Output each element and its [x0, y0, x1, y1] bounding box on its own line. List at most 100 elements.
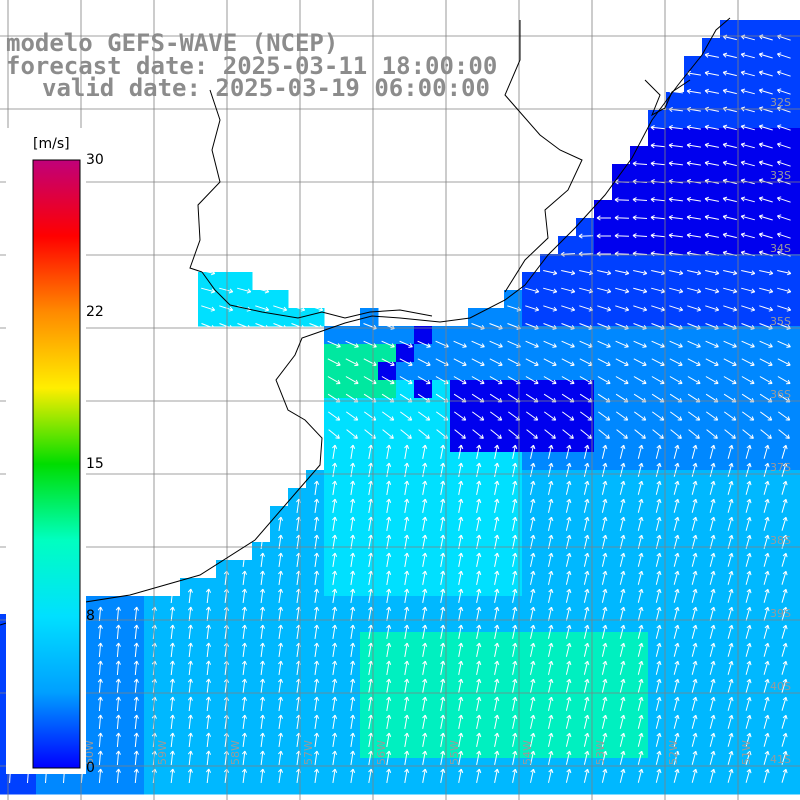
field-cell	[666, 146, 685, 165]
field-cell	[594, 326, 613, 345]
field-cell	[342, 524, 361, 543]
field-cell	[702, 416, 721, 435]
field-cell	[486, 596, 505, 615]
wind-arrow	[758, 142, 773, 149]
wind-arrow	[673, 714, 680, 729]
wind-arrow	[368, 624, 374, 639]
wind-arrow	[777, 160, 791, 167]
field-cell	[396, 614, 415, 633]
wind-arrow	[350, 444, 356, 459]
field-cell	[90, 614, 109, 633]
field-cell	[720, 596, 739, 615]
field-cell	[108, 704, 127, 723]
field-cell	[666, 164, 685, 183]
field-cell	[702, 254, 721, 273]
field-cell	[702, 452, 721, 471]
field-cell	[630, 200, 649, 219]
wind-arrow	[386, 498, 392, 513]
field-cell	[450, 506, 469, 525]
field-cell	[414, 488, 433, 507]
field-cell	[792, 146, 800, 165]
wind-arrow	[458, 606, 464, 621]
wind-arrow	[386, 444, 392, 459]
field-cell	[90, 686, 109, 705]
field-cell	[666, 416, 685, 435]
wind-arrow	[565, 498, 572, 513]
wind-arrow	[691, 534, 698, 549]
wind-arrow	[417, 358, 431, 367]
field-cell	[198, 578, 217, 597]
field-cell	[738, 416, 757, 435]
field-cell	[630, 434, 649, 453]
field-cell	[576, 524, 595, 543]
field-cell	[414, 758, 433, 777]
field-cell	[792, 92, 800, 111]
wind-arrow	[691, 768, 698, 783]
field-cell	[774, 110, 793, 129]
field-cell	[126, 776, 145, 795]
field-cell	[306, 614, 325, 633]
wind-arrow	[440, 516, 446, 531]
wind-arrow	[260, 696, 266, 711]
wind-arrow	[601, 768, 608, 783]
wind-arrow	[400, 411, 413, 421]
wind-arrow	[530, 678, 536, 693]
field-cell	[468, 380, 487, 399]
field-cell	[594, 686, 613, 705]
field-cell	[324, 686, 343, 705]
field-cell	[792, 452, 800, 471]
field-cell	[396, 380, 415, 399]
wind-arrow	[583, 642, 590, 657]
field-cell	[792, 20, 800, 39]
field-cell	[360, 704, 379, 723]
wind-arrow	[565, 642, 572, 657]
wind-arrow	[745, 552, 752, 567]
wind-arrow	[777, 142, 791, 149]
wind-arrow	[583, 588, 590, 603]
wind-arrow	[745, 462, 752, 477]
field-cell	[738, 758, 757, 777]
wind-arrow	[686, 214, 701, 220]
field-cell	[324, 416, 343, 435]
wind-arrow	[763, 516, 770, 531]
wind-arrow	[722, 70, 737, 77]
lon-label-59w: 59W	[156, 740, 169, 765]
wind-arrow	[691, 714, 698, 729]
wind-arrow	[422, 480, 428, 495]
wind-arrow	[453, 340, 467, 348]
wind-arrow	[368, 750, 374, 765]
field-cell	[504, 344, 523, 363]
field-cell	[666, 470, 685, 489]
wind-arrow	[637, 570, 644, 585]
field-cell	[342, 704, 361, 723]
wind-arrow	[476, 588, 482, 603]
field-cell	[558, 578, 577, 597]
wind-arrow	[691, 444, 698, 459]
wind-vector-arrows	[7, 34, 792, 784]
field-cell	[450, 488, 469, 507]
wind-arrow	[561, 376, 575, 385]
wind-arrow	[422, 516, 428, 531]
longitude-labels: 61W60W59W58W57W56W55W54W53W52W51W	[10, 740, 753, 765]
field-cell	[522, 506, 541, 525]
field-cell	[252, 722, 271, 741]
wind-arrow	[655, 498, 662, 513]
field-cell	[756, 56, 775, 75]
wind-arrow	[722, 160, 737, 167]
wind-arrow	[314, 750, 320, 765]
field-cell	[648, 218, 667, 237]
wind-arrow	[758, 70, 773, 77]
field-cell	[648, 704, 667, 723]
field-cell	[90, 632, 109, 651]
wind-arrow	[741, 376, 755, 385]
field-cell	[702, 92, 721, 111]
field-cell	[720, 92, 739, 111]
field-cell	[414, 506, 433, 525]
field-cell	[756, 200, 775, 219]
field-cell	[342, 560, 361, 579]
wind-arrow	[133, 714, 139, 730]
field-cell	[252, 290, 271, 309]
field-cell	[234, 560, 253, 579]
wind-arrow	[741, 287, 756, 294]
wind-arrow	[655, 750, 662, 765]
